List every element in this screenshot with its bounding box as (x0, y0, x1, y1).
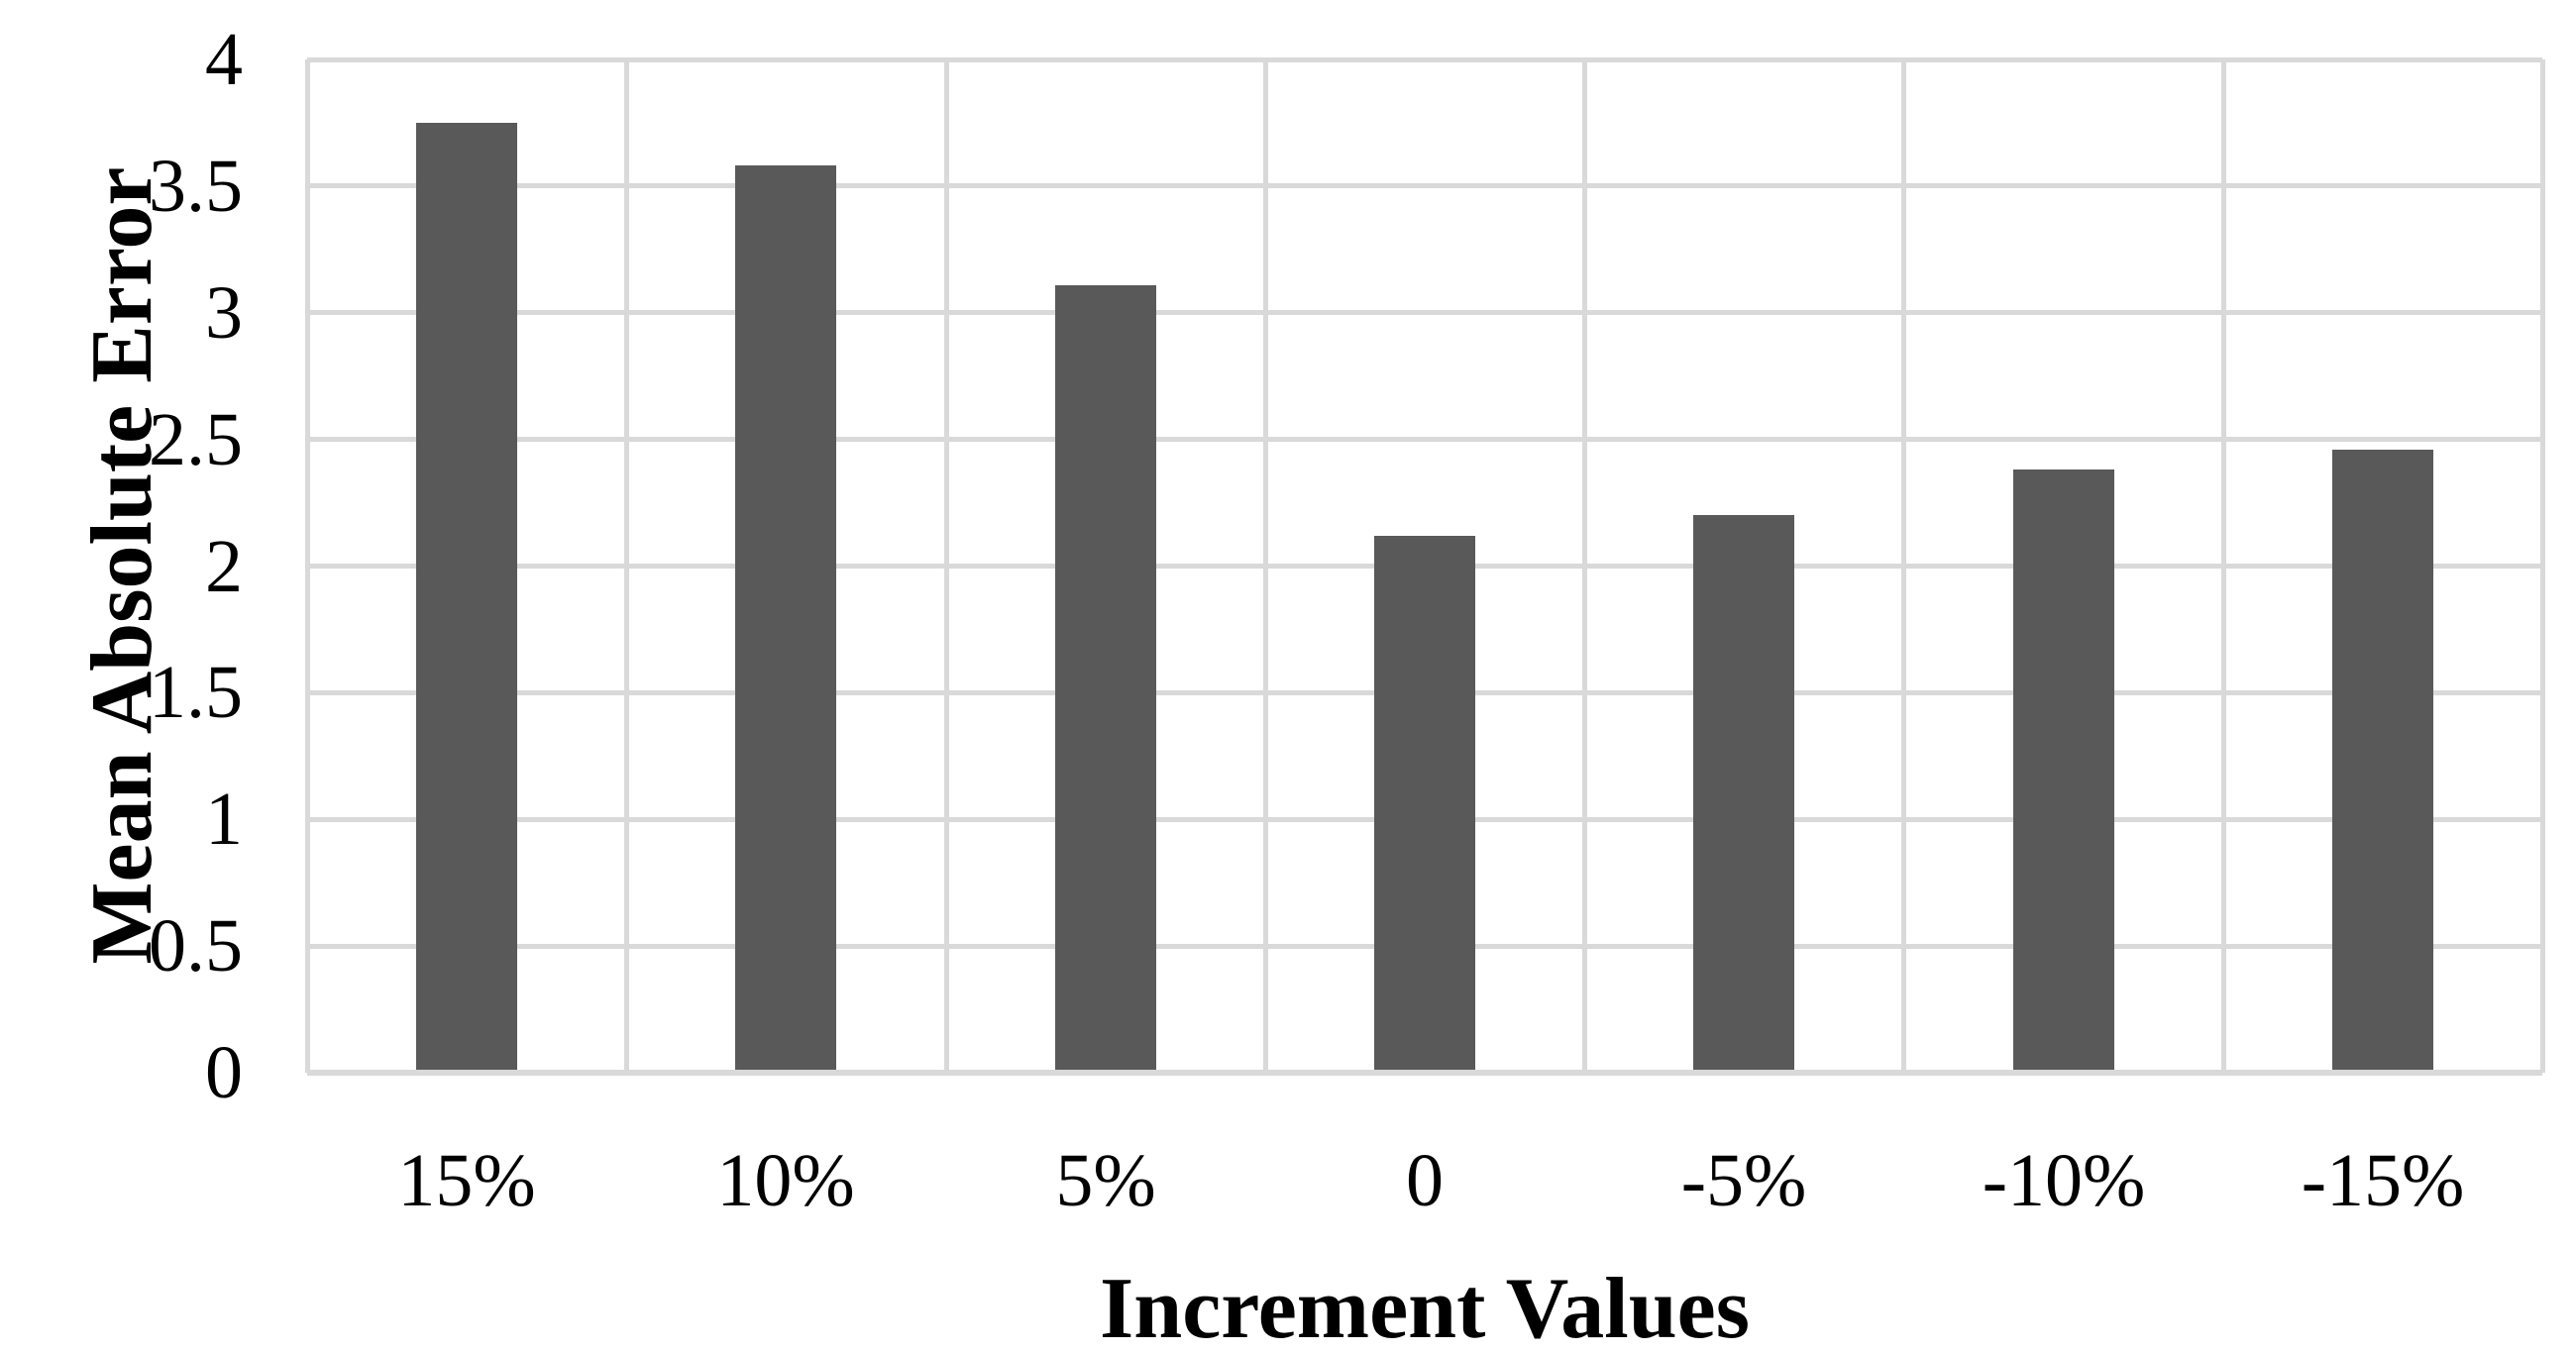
y-tick-label: 3.5 (149, 144, 243, 228)
x-axis-title: Increment Values (1100, 1261, 1750, 1354)
x-category-label: 15% (397, 1139, 536, 1222)
bar-5% (1055, 285, 1156, 1073)
vertical-gridline (2540, 59, 2545, 1073)
bar-10% (735, 165, 836, 1073)
horizontal-gridline (307, 310, 2542, 316)
bar--5% (1693, 515, 1794, 1073)
y-tick-label: 1.5 (149, 651, 243, 735)
x-category-label: -10% (1982, 1139, 2146, 1222)
x-axis-line (307, 1070, 2542, 1076)
plot-area (305, 56, 2545, 1076)
y-tick-label: 0 (205, 1031, 243, 1114)
horizontal-gridline (307, 183, 2542, 189)
y-tick-label: 1 (205, 778, 243, 862)
y-tick-label: 2 (205, 524, 243, 608)
bar-15% (416, 123, 517, 1073)
horizontal-gridline (307, 56, 2542, 62)
y-tick-label: 2.5 (149, 397, 243, 481)
bar--10% (2013, 469, 2114, 1073)
x-category-label: -15% (2301, 1139, 2465, 1222)
bar-0 (1374, 536, 1475, 1073)
x-category-label: 5% (1055, 1139, 1156, 1222)
x-category-label: 0 (1406, 1139, 1444, 1222)
bars-layer (307, 59, 2542, 1073)
y-tick-label: 4 (205, 18, 243, 101)
x-category-label: 10% (716, 1139, 855, 1222)
horizontal-gridline (307, 437, 2542, 443)
x-category-label: -5% (1680, 1139, 1807, 1222)
y-tick-label: 3 (205, 270, 243, 355)
y-tick-label: 0.5 (149, 904, 243, 989)
bar--15% (2332, 450, 2433, 1073)
